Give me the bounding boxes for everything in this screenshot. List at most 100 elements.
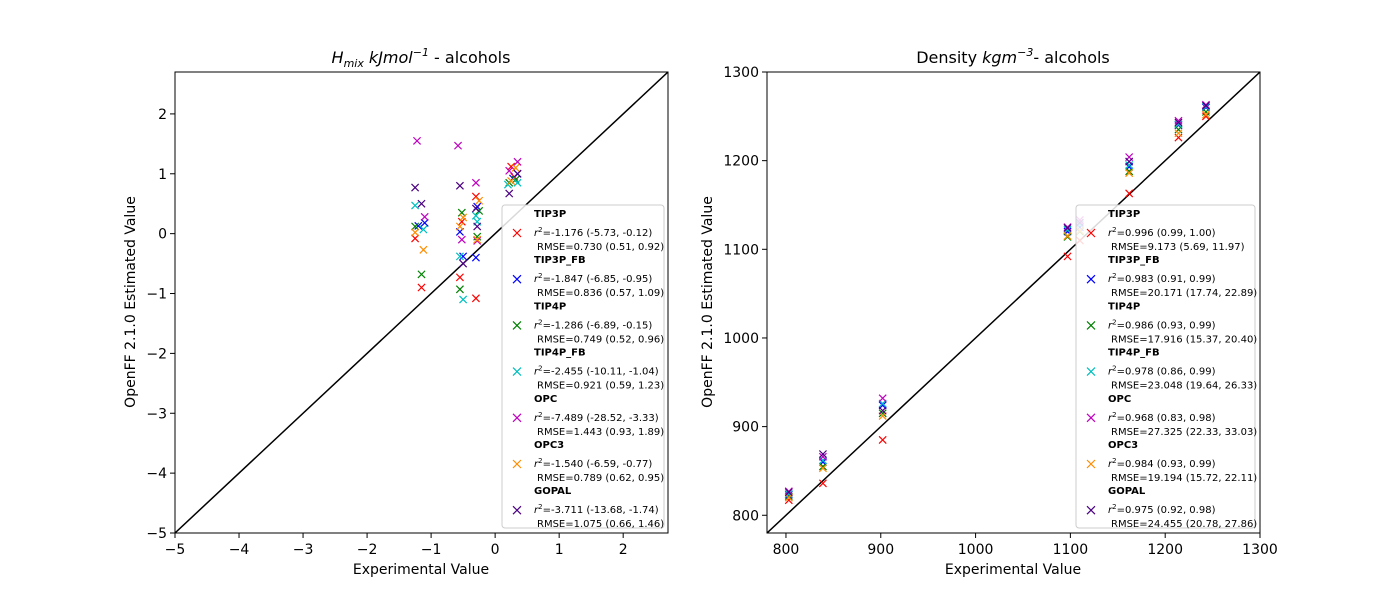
hmix-y-tick-label: 1 xyxy=(158,167,167,183)
density-point-tip3p xyxy=(1125,189,1134,198)
density-point-gopal xyxy=(818,450,827,459)
density-legend-marker-tip3p xyxy=(1086,228,1096,238)
hmix-point-tip4p-fb xyxy=(513,178,522,187)
hmix-y-tick-label: −3 xyxy=(146,406,167,422)
hmix-point-opc xyxy=(453,141,463,150)
density-point-tip4p-fb xyxy=(1174,120,1183,129)
hmix-legend-rmse-tip4p: RMSE=0.749 (0.52, 0.96) xyxy=(537,334,664,345)
hmix-x-tick-label: −4 xyxy=(229,542,250,558)
density-point-gopal xyxy=(1125,157,1134,166)
density-x-tick-label: 1000 xyxy=(958,542,994,558)
hmix-legend-r2-tip4p-fb: r2=-2.455 (-10.11, -1.04) xyxy=(534,365,659,378)
hmix-legend-r2-opc: r2=-7.489 (-28.52, -3.33) xyxy=(534,411,659,424)
hmix-legend-rmse-gopal: RMSE=1.075 (0.66, 1.46) xyxy=(537,519,664,530)
hmix-legend-name-tip3p: TIP3P xyxy=(534,209,566,220)
hmix-legend-marker-gopal xyxy=(512,505,522,515)
hmix-legend-marker-tip3p xyxy=(512,228,522,238)
hmix-legend-rmse-tip3p: RMSE=0.730 (0.51, 0.92) xyxy=(537,242,664,253)
density-legend-r2-opc3: r2=0.984 (0.93, 0.99) xyxy=(1108,457,1216,470)
hmix-point-gopal xyxy=(455,181,464,190)
hmix-point-opc xyxy=(457,235,466,244)
hmix-title: Hmix kJmol−1 - alcohols xyxy=(332,46,511,70)
hmix-point-tip4p-fb xyxy=(459,295,468,304)
density-point-gopal xyxy=(878,406,887,415)
hmix-point-opc3 xyxy=(455,222,464,231)
density-y-tick-label: 1300 xyxy=(723,65,759,81)
density-point-tip4p-fb xyxy=(784,489,793,499)
density-legend-r2-tip3p: r2=0.996 (0.99, 1.00) xyxy=(1108,226,1216,239)
density-point-opc xyxy=(878,394,887,403)
density-legend-name-tip3p: TIP3P xyxy=(1108,209,1140,220)
hmix-y-tick-label: 0 xyxy=(158,227,167,243)
density-legend-marker-opc3 xyxy=(1086,459,1096,469)
density-point-tip4p-fb xyxy=(1063,225,1072,234)
density-legend-rmse-gopal: RMSE=24.455 (20.78, 27.86) xyxy=(1111,519,1257,530)
hmix-point-gopal xyxy=(471,204,480,213)
density-point-tip4p xyxy=(818,462,827,471)
hmix-legend-marker-tip4p-fb xyxy=(512,367,522,377)
density-point-opc xyxy=(1201,100,1210,109)
hmix-y-tick-label: 2 xyxy=(158,107,167,123)
density-identity-line xyxy=(767,72,1260,533)
density-y-tick-label: 900 xyxy=(732,420,759,436)
hmix-point-gopal xyxy=(513,169,522,178)
hmix-point-opc xyxy=(505,166,514,175)
hmix-point-tip4p-fb xyxy=(471,211,480,220)
hmix-legend-marker-opc xyxy=(512,413,522,423)
density-y-tick-label: 800 xyxy=(732,508,759,524)
hmix-point-opc3 xyxy=(411,228,420,237)
density-point-opc3 xyxy=(1174,129,1183,138)
density-y-tick-label: 1000 xyxy=(723,331,759,347)
density-point-opc3 xyxy=(1063,231,1072,241)
hmix-legend-r2-tip3p-fb: r2=-1.847 (-6.85, -0.95) xyxy=(534,272,652,285)
hmix-legend-r2-gopal: r2=-3.711 (-13.68, -1.74) xyxy=(534,503,659,516)
hmix-legend-name-gopal: GOPAL xyxy=(534,486,572,497)
hmix-point-tip3p xyxy=(417,283,426,292)
hmix-identity-line xyxy=(175,72,668,533)
density-point-tip3p-fb xyxy=(784,490,793,499)
density-point-opc3 xyxy=(1125,169,1134,178)
density-point-opc xyxy=(784,487,793,496)
density-legend-name-tip3p-fb: TIP3P_FB xyxy=(1108,255,1160,266)
hmix-y-axis-label: OpenFF 2.1.0 Estimated Value xyxy=(123,196,139,408)
hmix-legend-name-tip3p-fb: TIP3P_FB xyxy=(534,255,586,266)
density-legend-name-tip4p-fb: TIP4P_FB xyxy=(1108,348,1160,359)
density-x-tick-label: 900 xyxy=(867,542,894,558)
hmix-x-tick-label: −5 xyxy=(165,542,186,558)
density-x-tick-label: 1100 xyxy=(1053,542,1089,558)
density-legend-r2-gopal: r2=0.975 (0.92, 0.98) xyxy=(1108,503,1216,516)
hmix-point-opc xyxy=(473,236,482,245)
density-point-tip4p xyxy=(1063,232,1072,241)
density-legend-marker-tip3p-fb xyxy=(1086,274,1096,284)
density-legend-box xyxy=(1075,204,1256,529)
hmix-point-gopal xyxy=(473,222,482,231)
hmix-x-tick-label: −1 xyxy=(421,542,442,558)
hmix-x-axis-label: Experimental Value xyxy=(353,562,489,578)
density-point-gopal xyxy=(784,488,793,497)
hmix-point-opc3 xyxy=(475,196,484,205)
hmix-point-tip3p xyxy=(507,162,516,171)
hmix-point-opc xyxy=(420,212,429,221)
hmix-point-tip3p-fb xyxy=(414,221,423,230)
hmix-point-tip4p xyxy=(457,208,466,217)
density-legend-name-gopal: GOPAL xyxy=(1108,486,1146,497)
hmix-point-tip4p xyxy=(411,222,420,231)
hmix-legend-marker-tip3p-fb xyxy=(512,274,522,284)
density-point-tip3p xyxy=(818,479,827,488)
hmix-legend-rmse-tip4p-fb: RMSE=0.921 (0.59, 1.23) xyxy=(537,381,664,392)
density-legend-marker-gopal xyxy=(1086,505,1096,515)
density-title: Density kgm−3- alcohols xyxy=(916,46,1110,67)
hmix-axes-frame xyxy=(174,71,669,534)
hmix-legend-name-tip4p: TIP4P xyxy=(534,301,566,312)
density-point-gopal xyxy=(1063,224,1072,233)
density-legend-name-tip4p: TIP4P xyxy=(1108,301,1140,312)
hmix-legend-r2-tip3p: r2=-1.176 (-5.73, -0.12) xyxy=(534,226,652,239)
hmix-point-gopal xyxy=(459,259,468,268)
hmix-plot-area: −5 −4 −3 −2 −1 0 1 2 −5 −4 −3 −2 −1 0 1 2 TIP3P r2=-1.176… xyxy=(146,71,669,558)
hmix-legend-rmse-tip3p-fb: RMSE=0.836 (0.57, 1.09) xyxy=(537,288,664,299)
density-legend-marker-tip4p-fb xyxy=(1086,367,1096,377)
hmix-point-opc xyxy=(513,157,522,166)
density-point-opc3 xyxy=(1201,110,1210,119)
density-legend-marker-opc xyxy=(1086,413,1096,423)
hmix-point-gopal xyxy=(505,189,514,198)
